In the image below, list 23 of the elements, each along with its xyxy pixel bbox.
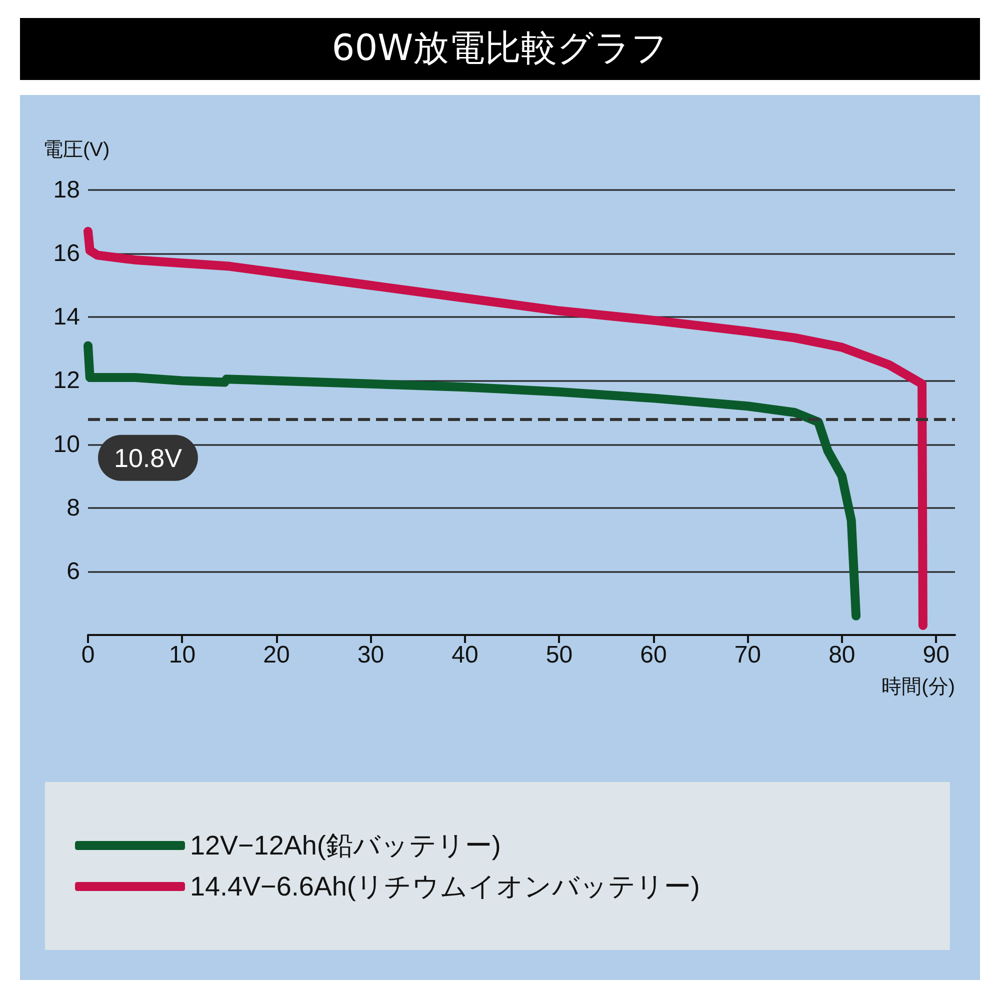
y-tick-label: 10 [53,430,80,458]
x-tick-label: 20 [263,642,290,668]
x-tick-label: 10 [168,642,196,668]
x-tick-label: 50 [546,642,573,668]
x-tick-label: 40 [452,642,478,668]
x-tick-label: 0 [81,642,95,668]
legend-label: 12V−12Ah(鉛バッテリー) [190,830,501,860]
x-tick-label: 70 [734,642,762,668]
y-tick-label: 18 [53,176,80,204]
y-tick-label: 6 [66,558,80,585]
ref-line-label: 10.8V [114,442,183,473]
y-tick-label: 12 [53,367,80,394]
x-tick-label: 60 [640,642,667,668]
chart-title: 60W放電比較グラフ [20,18,980,80]
x-tick-label: 80 [828,642,856,668]
legend-label: 14.4V−6.6Ah(リチウムイオンバッテリー) [190,872,700,902]
y-tick-label: 16 [53,240,80,268]
x-axis-title: 時間(分) [882,676,955,698]
y-tick-label: 14 [53,304,80,331]
x-tick-label: 90 [922,642,950,668]
y-axis-title: 電圧(V) [43,139,110,161]
x-tick-label: 30 [357,642,384,668]
y-tick-label: 8 [66,494,80,522]
